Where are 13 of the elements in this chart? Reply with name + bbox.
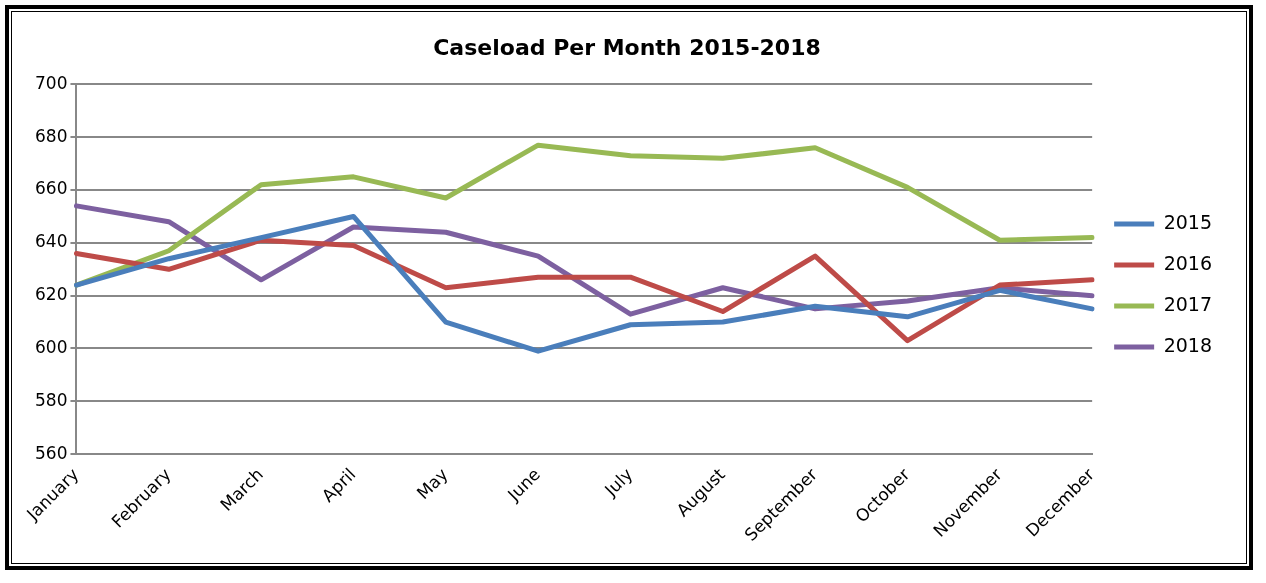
y-tick-label: 640 [34, 231, 68, 252]
legend-label: 2015 [1163, 210, 1213, 233]
legend-label: 2017 [1163, 292, 1213, 315]
y-tick-label: 600 [34, 336, 68, 357]
y-tick-label: 660 [34, 178, 68, 199]
y-tick-label: 560 [34, 442, 68, 463]
legend-label: 2016 [1163, 251, 1213, 274]
legend-label: 2018 [1163, 333, 1213, 356]
y-tick-label: 580 [34, 389, 68, 410]
y-tick-label: 700 [34, 72, 68, 93]
chart-title: Caseload Per Month 2015-2018 [433, 34, 821, 60]
y-tick-label: 680 [34, 125, 68, 146]
y-tick-label: 620 [34, 284, 68, 305]
